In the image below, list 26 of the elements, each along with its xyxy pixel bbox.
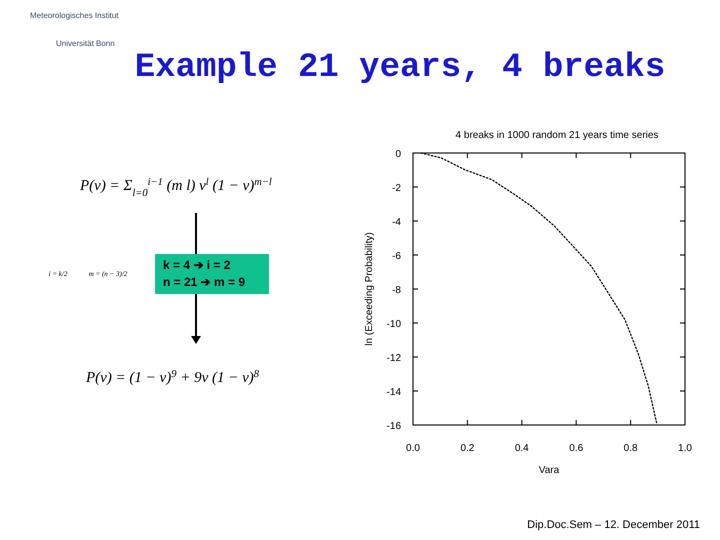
x-tick-label: 0.2: [460, 443, 475, 454]
y-tick-label: -6: [392, 251, 402, 262]
x-tick-label: 0.6: [569, 443, 584, 454]
x-tick-label: 0.8: [624, 443, 638, 454]
text: n = 21 ➔ m = 9: [163, 275, 246, 289]
y-tick-label: -16: [386, 421, 402, 432]
chart-title: Example 21 years, 4 breaks: [134, 49, 666, 87]
text: k = 4 ➔ i = 2: [163, 258, 231, 272]
chart-subtitle: 4 breaks in 1000 random 21 years time series: [456, 130, 658, 141]
text: P(v) = (1 − v)$^{9}$ + 9v (1 − v)$^{8}$: [85, 368, 260, 386]
y-axis-title: ln (Exceeding Probability): [364, 232, 375, 346]
text: Universität Bonn: [56, 39, 115, 48]
x-tick-label: 0.4: [514, 443, 530, 454]
y-tick-label: -14: [386, 387, 402, 398]
x-tick-label: 1.0: [678, 443, 692, 454]
y-tick-label: -12: [386, 353, 402, 364]
y-tick-label: -10: [386, 319, 402, 330]
x-axis-title: Vara: [538, 465, 560, 476]
x-tick-label: 0.0: [406, 443, 420, 454]
text: P(v) = Σ$_{l=0}$$^{i−1}$ (m l) v$^{l}$ (1 − v)$^{m−l}$: [79, 176, 272, 198]
y-tick-label: -8: [392, 285, 402, 296]
y-tick-label: -4: [392, 217, 402, 228]
text: Dip.Doc.Sem – 12. December 2011: [527, 519, 700, 531]
y-tick-label: 0: [395, 149, 402, 160]
text: Meteorologisches Institut: [30, 11, 120, 20]
y-tick-label: -2: [392, 183, 402, 194]
